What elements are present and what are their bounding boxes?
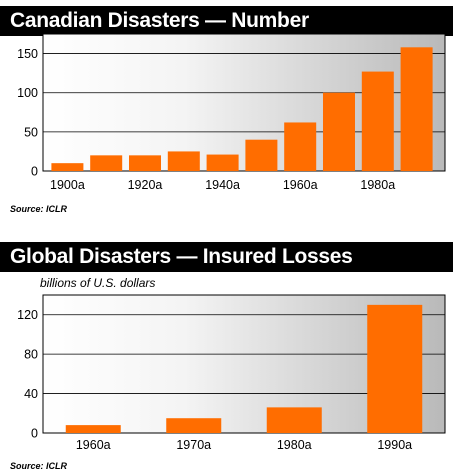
bar-1960a <box>65 425 121 433</box>
source-note: Source: ICLR <box>10 204 68 214</box>
bar-1980a <box>361 71 394 171</box>
x-tick-label: 1960a <box>76 438 111 452</box>
x-tick-label: 1900a <box>50 178 85 192</box>
y-tick-label: 40 <box>24 387 38 401</box>
bar-1950a <box>245 139 278 171</box>
bar-1910a <box>90 155 123 171</box>
chart-title-canadian: Canadian Disasters — Number <box>0 6 453 36</box>
y-tick-labels: 0 40 80 120 <box>17 308 38 440</box>
y-tick-label: 50 <box>24 125 38 139</box>
bar-1990a <box>400 47 433 171</box>
bar-1970a <box>323 92 355 171</box>
x-tick-labels: 1900a 1920a 1940a 1960a 1980a <box>50 178 395 192</box>
bar-1900a <box>51 163 84 171</box>
y-tick-label: 0 <box>31 427 38 441</box>
bars <box>65 304 423 433</box>
source-note: Source: ICLR <box>10 461 68 471</box>
bars <box>51 47 433 171</box>
bar-1970a <box>166 418 222 433</box>
y-tick-label: 0 <box>31 165 38 179</box>
x-tick-label: 1980a <box>277 438 312 452</box>
y-tick-labels: 0 50 100 150 <box>17 47 38 178</box>
bar-1960a <box>284 122 317 171</box>
bar-1920a <box>129 155 161 171</box>
x-tick-label: 1990a <box>377 438 412 452</box>
chart-title-global: Global Disasters — Insured Losses <box>0 242 453 272</box>
bar-1940a <box>206 154 239 171</box>
x-tick-label: 1960a <box>283 178 318 192</box>
y-tick-label: 120 <box>17 308 38 322</box>
x-tick-labels: 1960a 1970a 1980a 1990a <box>76 438 412 452</box>
y-tick-label: 100 <box>17 86 38 100</box>
bar-1990a <box>367 304 423 433</box>
y-tick-label: 150 <box>17 47 38 61</box>
x-tick-label: 1980a <box>360 178 395 192</box>
bar-1930a <box>167 151 200 171</box>
x-tick-label: 1970a <box>176 438 211 452</box>
x-tick-label: 1920a <box>128 178 163 192</box>
y-tick-label: 80 <box>24 348 38 362</box>
y-axis-unit-label: billions of U.S. dollars <box>40 276 155 290</box>
x-tick-label: 1940a <box>205 178 240 192</box>
bar-1980a <box>266 407 322 433</box>
canadian-disasters-chart: 0 50 100 150 1900a 1920a 1940a 1960a 1980a <box>17 33 446 192</box>
